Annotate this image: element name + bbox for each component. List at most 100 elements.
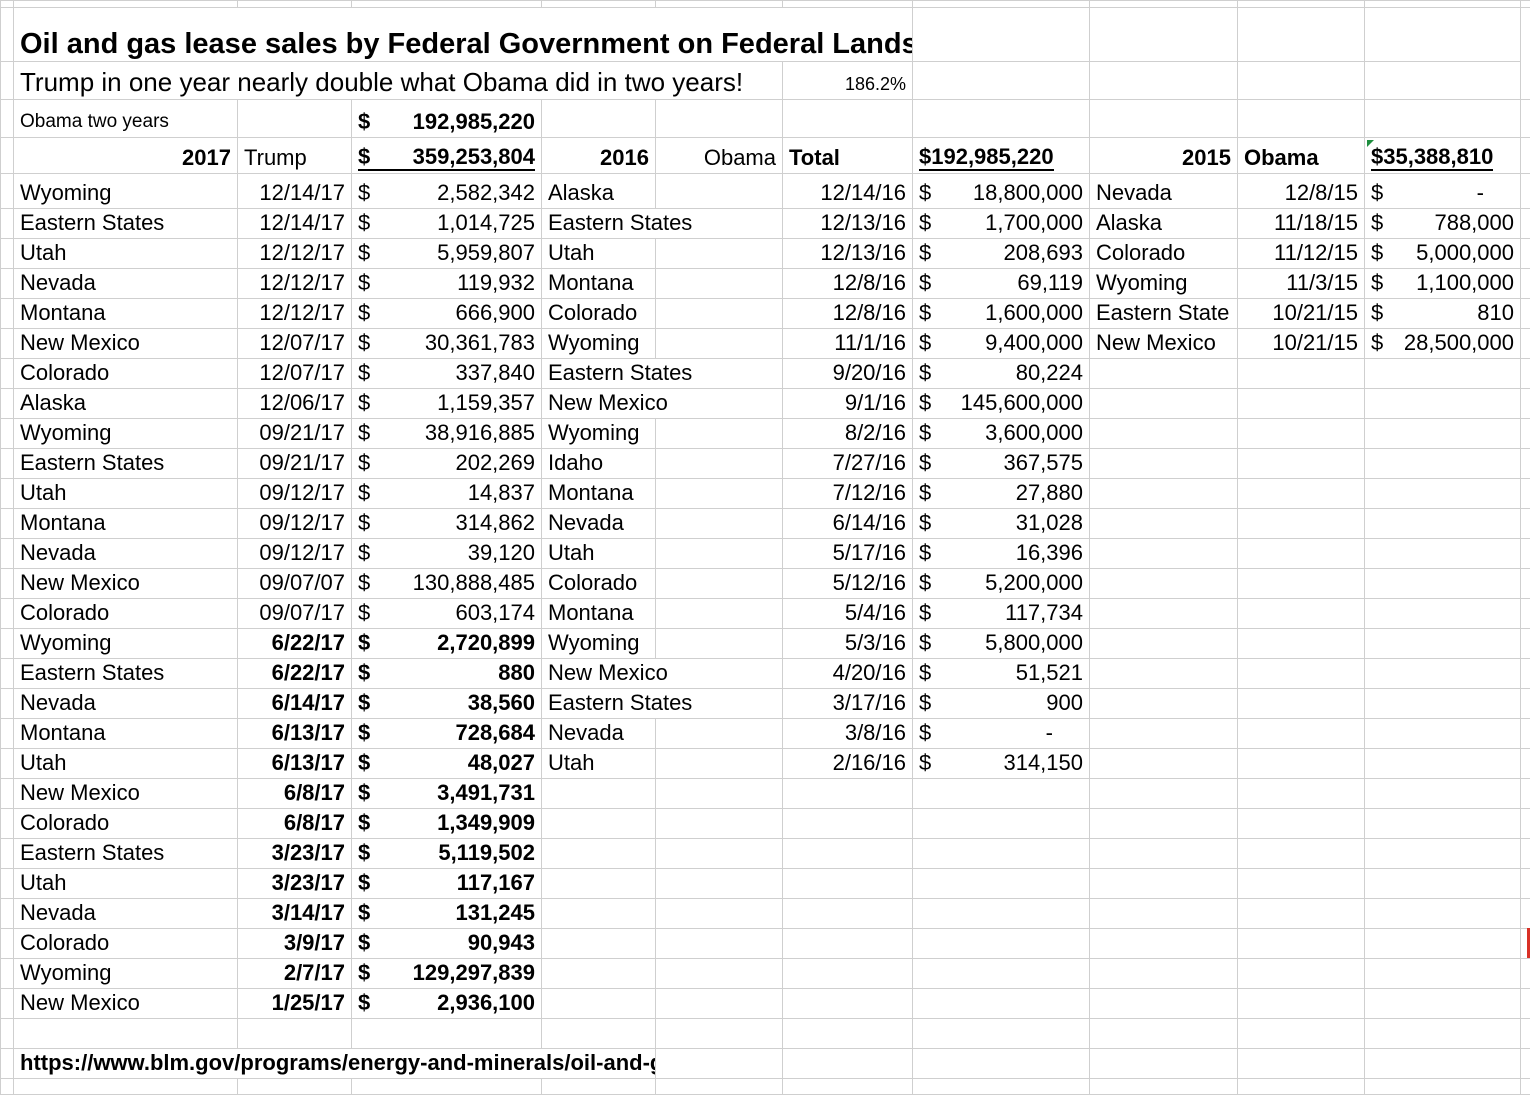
empty-cell[interactable] [542,929,656,959]
empty-cell[interactable] [1090,449,1238,479]
trump-date[interactable]: 3/23/17 [238,839,352,869]
obama-2016-state[interactable]: Montana [542,599,656,629]
sheet-subtitle[interactable]: Trump in one year nearly double what Oba… [14,62,783,100]
amount-cell[interactable]: $117,734 [913,599,1090,629]
amount-cell[interactable]: $- [913,719,1090,749]
empty-cell[interactable] [1365,569,1521,599]
empty-cell[interactable] [1238,809,1365,839]
amount-cell[interactable]: $728,684 [352,719,542,749]
trump-state[interactable]: Eastern States [14,209,238,239]
amount-cell[interactable]: $28,500,000 [1365,329,1521,359]
empty-cell[interactable] [1090,539,1238,569]
obama-2016-date[interactable]: 12/13/16 [783,209,913,239]
empty-cell[interactable] [1090,869,1238,899]
empty-cell[interactable] [1090,929,1238,959]
amount-cell[interactable]: $5,959,807 [352,239,542,269]
empty-cell[interactable] [656,929,783,959]
amount-cell[interactable]: $38,560 [352,689,542,719]
amount-cell[interactable]: $38,916,885 [352,419,542,449]
trump-date[interactable]: 12/07/17 [238,329,352,359]
empty-cell[interactable] [913,899,1090,929]
trump-state[interactable]: Colorado [14,929,238,959]
empty-cell[interactable] [1090,989,1238,1019]
empty-cell[interactable] [542,779,656,809]
trump-date[interactable]: 6/22/17 [238,629,352,659]
amount-cell[interactable]: $5,800,000 [913,629,1090,659]
trump-date[interactable]: 09/21/17 [238,419,352,449]
trump-date[interactable]: 09/07/17 [238,599,352,629]
trump-date[interactable]: 12/12/17 [238,239,352,269]
trump-state[interactable]: Wyoming [14,629,238,659]
obama-two-years-total[interactable]: $192,985,220 [352,100,542,138]
empty-cell[interactable] [1238,539,1365,569]
empty-cell[interactable] [1365,779,1521,809]
empty-cell[interactable] [542,869,656,899]
empty-cell[interactable] [1238,659,1365,689]
empty-cell[interactable] [1238,959,1365,989]
empty-cell[interactable] [656,269,783,299]
empty-cell[interactable] [656,239,783,269]
empty-cell[interactable] [1365,419,1521,449]
obama-2016-date[interactable]: 5/4/16 [783,599,913,629]
obama-2015-date[interactable]: 10/21/15 [1238,329,1365,359]
empty-cell[interactable] [542,1079,656,1095]
empty-cell[interactable] [656,989,783,1019]
trump-date[interactable]: 09/12/17 [238,539,352,569]
empty-cell[interactable] [913,1079,1090,1095]
obama-2015-date[interactable]: 11/18/15 [1238,209,1365,239]
empty-cell[interactable] [1365,899,1521,929]
empty-cell[interactable] [1238,839,1365,869]
obama-2016-state[interactable]: Nevada [542,719,656,749]
empty-cell[interactable] [1365,1079,1521,1095]
empty-cell[interactable] [1238,1079,1365,1095]
amount-cell[interactable]: $80,224 [913,359,1090,389]
trump-state[interactable]: Wyoming [14,959,238,989]
header-obama-2016[interactable]: Obama [656,138,783,174]
amount-cell[interactable]: $367,575 [913,449,1090,479]
empty-cell[interactable] [1238,989,1365,1019]
empty-cell[interactable] [1090,479,1238,509]
obama-2016-state[interactable]: Alaska [542,174,656,209]
obama-2016-state[interactable]: Eastern States [542,359,783,389]
empty-cell[interactable] [656,539,783,569]
empty-cell[interactable] [656,569,783,599]
trump-state[interactable]: Utah [14,479,238,509]
amount-cell[interactable]: $16,396 [913,539,1090,569]
obama-2015-date[interactable]: 12/8/15 [1238,174,1365,209]
trump-date[interactable]: 12/06/17 [238,389,352,419]
obama-2016-state[interactable]: Eastern States [542,689,783,719]
empty-cell[interactable] [783,989,913,1019]
empty-cell[interactable] [1238,899,1365,929]
amount-cell[interactable]: $1,600,000 [913,299,1090,329]
amount-cell[interactable]: $18,800,000 [913,174,1090,209]
obama-2016-date[interactable]: 2/16/16 [783,749,913,779]
trump-state[interactable]: Eastern States [14,659,238,689]
obama-2016-state[interactable]: New Mexico [542,389,783,419]
amount-cell[interactable]: $2,582,342 [352,174,542,209]
empty-cell[interactable] [1090,809,1238,839]
empty-cell[interactable] [1365,359,1521,389]
empty-cell[interactable] [1090,359,1238,389]
obama-2015-state[interactable]: Alaska [1090,209,1238,239]
empty-cell[interactable] [1090,779,1238,809]
trump-state[interactable]: Montana [14,719,238,749]
empty-cell[interactable] [542,839,656,869]
trump-state[interactable]: Colorado [14,809,238,839]
obama-2016-state[interactable]: Colorado [542,299,656,329]
obama-2016-date[interactable]: 8/2/16 [783,419,913,449]
empty-cell[interactable] [913,839,1090,869]
header-total-label[interactable]: Total [783,138,913,174]
amount-cell[interactable]: $39,120 [352,539,542,569]
obama-two-years-label[interactable]: Obama two years [14,100,238,138]
trump-date[interactable]: 2/7/17 [238,959,352,989]
obama-2016-date[interactable]: 7/12/16 [783,479,913,509]
obama-2016-date[interactable]: 3/8/16 [783,719,913,749]
obama-2016-state[interactable]: Idaho [542,449,656,479]
empty-cell[interactable] [656,869,783,899]
amount-cell[interactable]: $202,269 [352,449,542,479]
empty-cell[interactable] [1238,629,1365,659]
obama-2016-state[interactable]: New Mexico [542,659,783,689]
amount-cell[interactable]: $1,700,000 [913,209,1090,239]
obama-2015-state[interactable]: New Mexico [1090,329,1238,359]
trump-date[interactable]: 12/14/17 [238,174,352,209]
